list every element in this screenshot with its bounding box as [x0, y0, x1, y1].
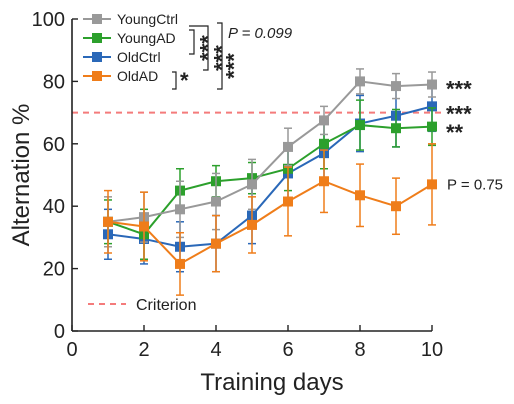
- y-tick-label: 60: [43, 134, 65, 156]
- x-tick-label: 0: [66, 339, 77, 361]
- bracket-label-3: *: [180, 68, 189, 93]
- series-youngctrl: [103, 68, 437, 248]
- legend-marker-oldad: [92, 71, 102, 81]
- right-p-value: P = 0.75: [447, 176, 503, 193]
- legend: YoungCtrl YoungAD OldCtrl OldAD: [83, 11, 178, 84]
- y-tick-label: 100: [32, 9, 65, 31]
- criterion-legend: Criterion: [88, 297, 196, 314]
- axes: 0 20 40 60 80 100 0 2 4 6 8 10 Alternation % Train…: [8, 9, 443, 396]
- legend-label-oldctrl: OldCtrl: [117, 49, 161, 65]
- x-tick-label: 10: [421, 339, 443, 361]
- bracket-p-value: P = 0.099: [228, 25, 293, 42]
- bracket-youngctrl-oldctrl: [189, 25, 209, 71]
- legend-label-youngctrl: YoungCtrl: [117, 11, 178, 27]
- legend-label-oldad: OldAD: [117, 68, 158, 84]
- data-point-oldad: [211, 238, 221, 249]
- data-point-oldad: [319, 176, 329, 187]
- x-tick-label: 4: [210, 339, 221, 361]
- data-point-oldad: [139, 221, 149, 232]
- series-layer: [103, 68, 437, 296]
- right-label-2: ***: [446, 101, 472, 126]
- data-point-youngctrl: [319, 115, 329, 126]
- x-axis-label: Training days: [200, 369, 343, 396]
- x-ticks: 0 2 4 6 8 10: [66, 325, 443, 361]
- y-tick-label: 0: [54, 321, 65, 343]
- data-point-youngctrl: [427, 79, 437, 90]
- data-point-youngad: [319, 138, 329, 149]
- x-tick-label: 6: [282, 339, 293, 361]
- data-point-oldctrl: [427, 101, 437, 112]
- data-point-oldad: [391, 201, 401, 212]
- y-ticks: 0 20 40 60 80 100: [32, 9, 78, 343]
- x-tick-label: 8: [354, 339, 365, 361]
- x-tick-label: 2: [138, 339, 149, 361]
- data-point-oldad: [103, 216, 113, 227]
- right-label-1: ***: [446, 77, 472, 102]
- significance-brackets: *** *** * *** P = 0.099: [172, 22, 293, 93]
- right-annotations: *** *** ** P = 0.75: [446, 77, 503, 194]
- series-line-oldad: [107, 180, 433, 266]
- bracket-label-4: ***: [222, 53, 247, 79]
- bracket-oldctrl-oldad: [172, 71, 177, 90]
- data-point-oldad: [175, 258, 185, 269]
- y-tick-label: 20: [43, 259, 65, 281]
- data-point-youngad: [355, 120, 365, 131]
- series-line-youngad: [107, 124, 433, 236]
- data-point-youngctrl: [211, 196, 221, 207]
- legend-marker-youngctrl: [92, 14, 102, 24]
- y-tick-label: 40: [43, 196, 65, 218]
- bracket-youngctrl-oldad: [217, 22, 223, 90]
- data-point-oldad: [355, 190, 365, 201]
- right-label-3: **: [446, 120, 464, 145]
- data-point-oldad: [427, 179, 437, 190]
- data-point-youngctrl: [283, 141, 293, 152]
- bracket-youngctrl-youngad: [189, 29, 195, 55]
- data-point-youngctrl: [175, 204, 185, 215]
- data-point-youngctrl: [355, 76, 365, 87]
- y-axis-label: Alternation %: [8, 104, 35, 247]
- series-oldctrl: [103, 80, 437, 273]
- legend-marker-oldctrl: [92, 52, 102, 62]
- data-point-youngctrl: [247, 179, 257, 190]
- criterion-legend-label: Criterion: [136, 297, 196, 314]
- series-oldad: [103, 143, 437, 296]
- data-point-youngad: [391, 123, 401, 134]
- legend-marker-youngad: [92, 33, 102, 43]
- series-line-oldctrl: [107, 105, 433, 248]
- legend-label-youngad: YoungAD: [117, 30, 176, 46]
- bracket-label-2: ***: [210, 45, 235, 71]
- bracket-label-1: ***: [196, 35, 221, 61]
- series-line-youngctrl: [107, 80, 433, 223]
- y-tick-label: 80: [43, 71, 65, 93]
- data-point-oldad: [247, 219, 257, 230]
- data-point-oldad: [283, 196, 293, 207]
- data-point-youngctrl: [391, 81, 401, 92]
- data-point-youngad: [427, 121, 437, 132]
